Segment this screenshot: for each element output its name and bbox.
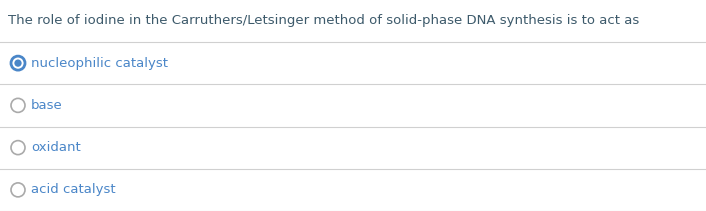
Text: The role of iodine in the Carruthers/Letsinger method of solid-phase DNA synthes: The role of iodine in the Carruthers/Let… xyxy=(8,14,639,27)
Text: acid catalyst: acid catalyst xyxy=(31,183,116,196)
Text: base: base xyxy=(31,99,63,112)
Text: nucleophilic catalyst: nucleophilic catalyst xyxy=(31,57,168,70)
Text: oxidant: oxidant xyxy=(31,141,80,154)
Circle shape xyxy=(14,60,22,67)
